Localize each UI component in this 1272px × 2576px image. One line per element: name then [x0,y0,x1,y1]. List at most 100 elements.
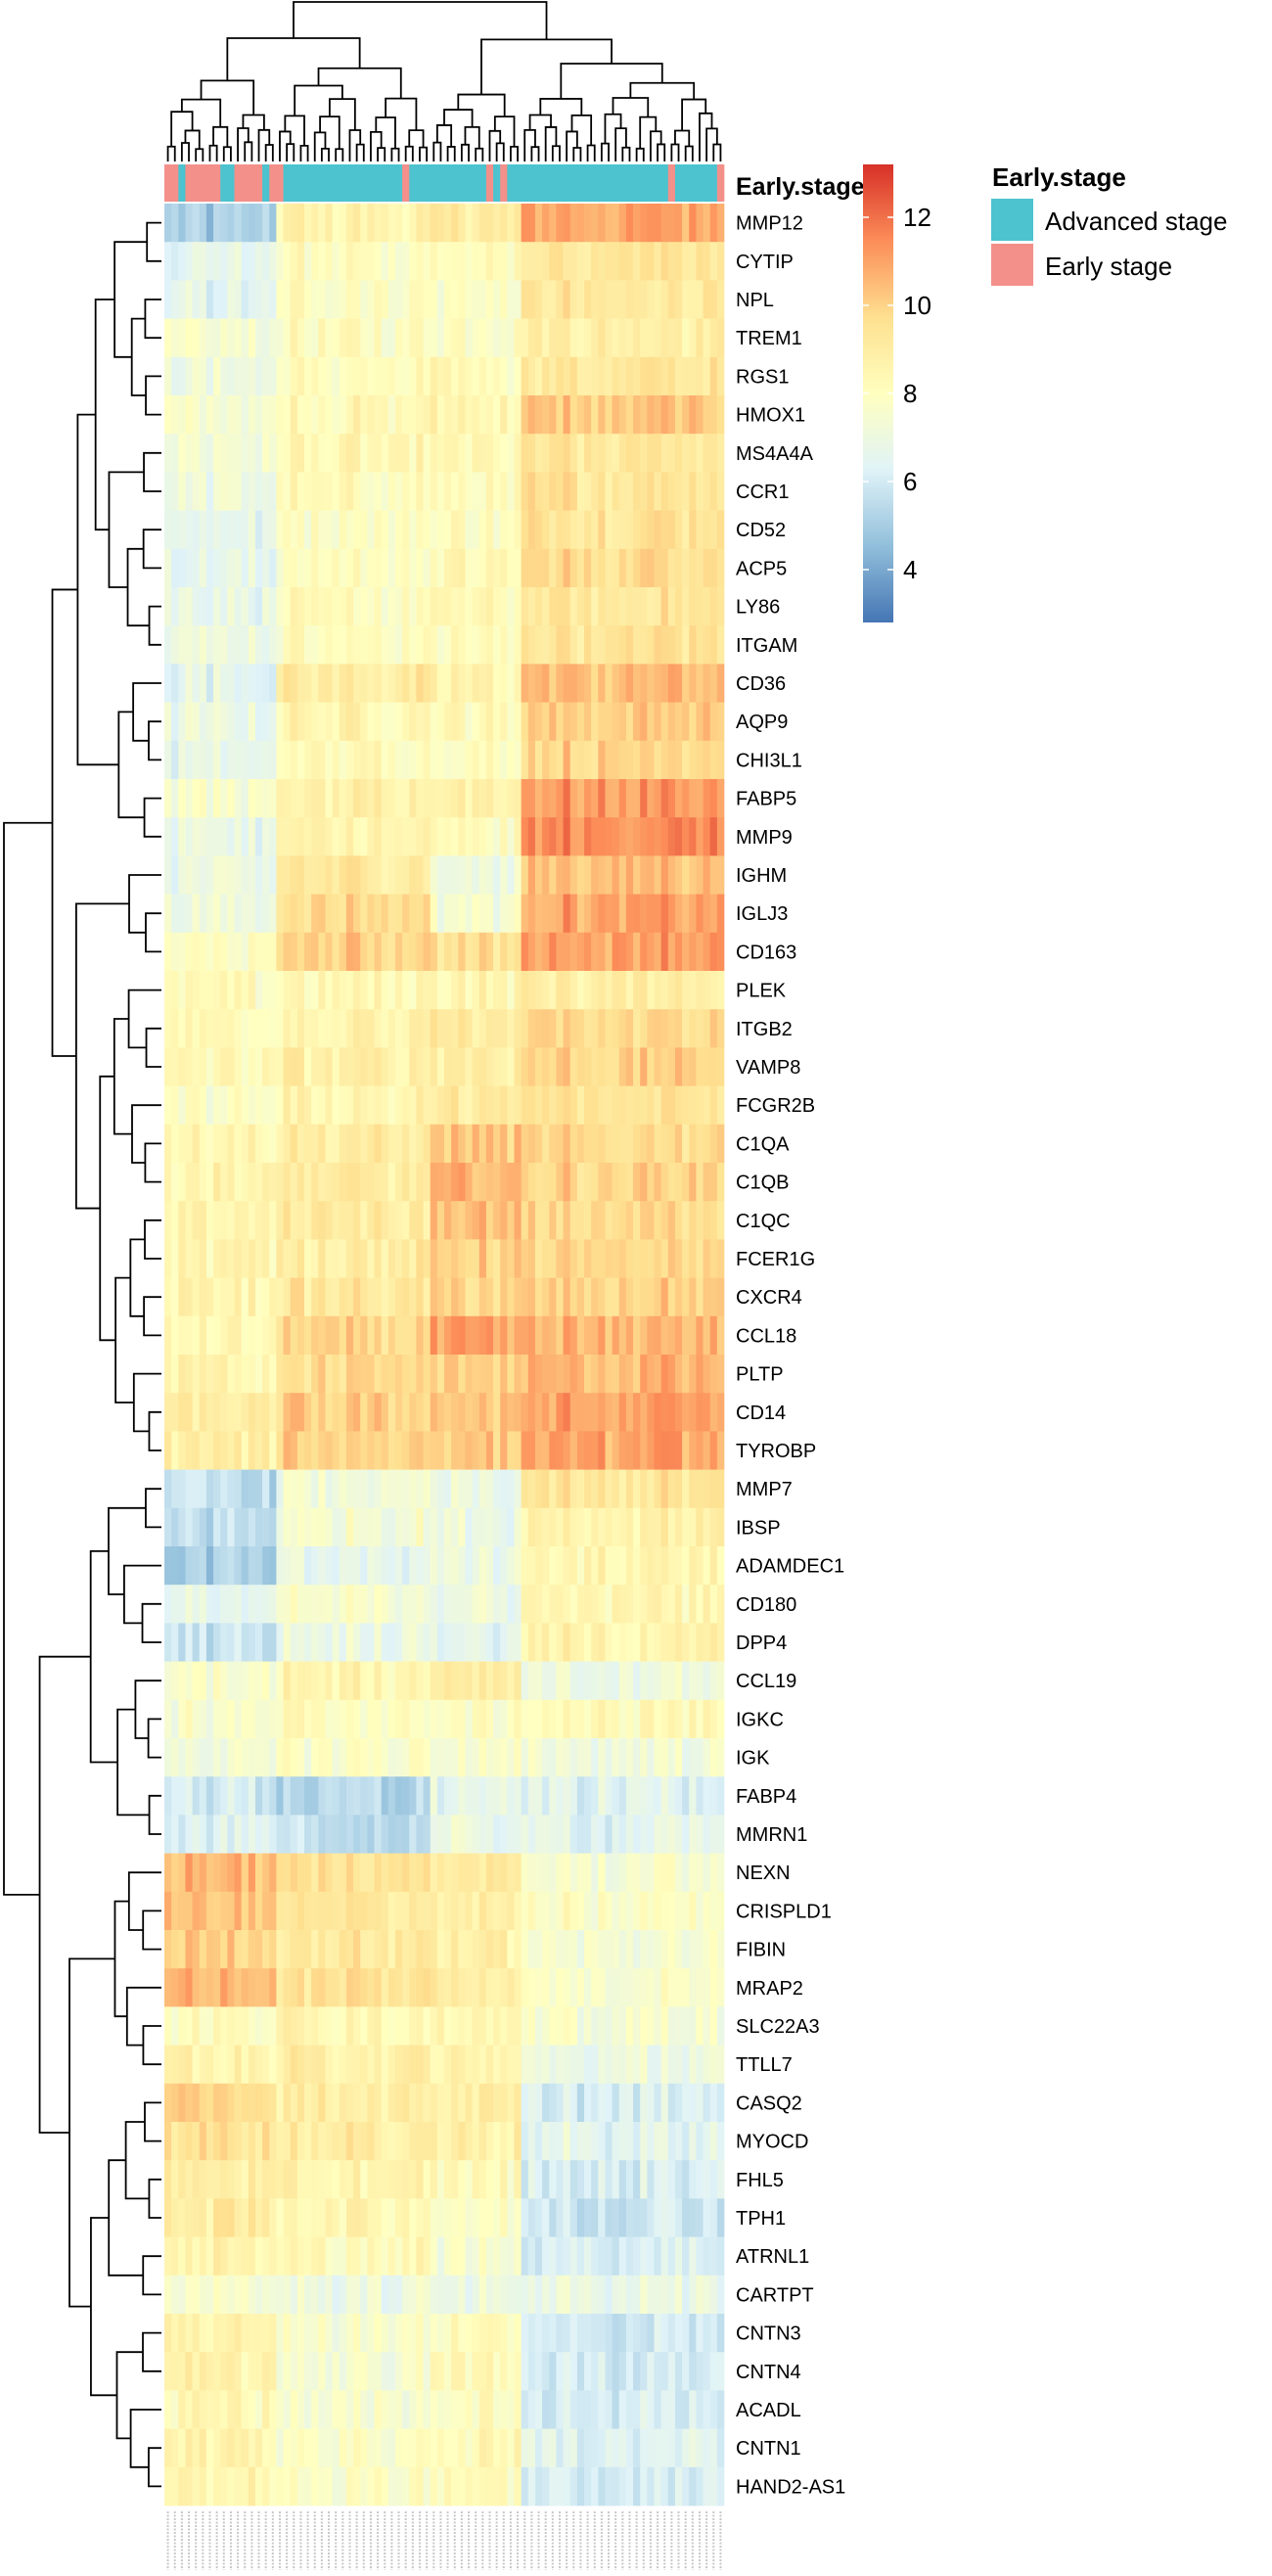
heatmap-cell [647,1393,655,1432]
heatmap-cell [325,204,333,243]
heatmap-cell [213,779,221,818]
heatmap-cell [521,1124,529,1164]
heatmap-cell [458,280,466,319]
heatmap-cell [387,1815,396,1854]
heatmap-cell [374,2275,382,2315]
heatmap-cell [507,2390,515,2429]
heatmap-cell [451,548,459,588]
heatmap-cell [640,1699,648,1739]
heatmap-cell [534,817,543,856]
heatmap-cell [556,2160,564,2199]
heatmap-cell [654,1469,661,1509]
heatmap-cell [569,1853,578,1893]
heatmap-cell [605,1546,613,1586]
heatmap-cell [213,2198,221,2237]
heatmap-cell [227,1355,235,1394]
heatmap-cell [409,1968,417,2007]
heatmap-cell [696,2428,704,2468]
heatmap-cell [234,1355,242,1394]
heatmap-cell [563,971,571,1010]
heatmap-cell [332,1355,341,1394]
heatmap-cell [703,2160,711,2199]
heatmap-cell [549,1546,557,1586]
heatmap-cell [416,1776,424,1816]
heatmap-cell [387,1546,396,1586]
heatmap-cell [304,1393,312,1432]
heatmap-cell [647,2275,655,2315]
heatmap-cell [716,1085,725,1126]
heatmap-cell [472,204,480,243]
heatmap-cell [716,1546,725,1586]
heatmap-cell [521,2122,529,2161]
heatmap-cell [269,1738,277,1777]
heatmap-cell [682,625,690,665]
dendrogram-branch [629,81,696,100]
heatmap-cell [605,2428,613,2468]
heatmap-cell [640,702,648,742]
heatmap-cell [296,1699,305,1739]
heatmap-cell [290,1853,298,1893]
heatmap-cell [674,2314,683,2353]
heatmap-cell [430,395,438,435]
heatmap-cell [430,242,438,281]
heatmap-cell [234,2352,242,2391]
heatmap-cell [478,2198,487,2237]
heatmap-cell [591,1355,599,1394]
heatmap-cell [640,894,648,934]
heatmap-cell [709,1930,718,1969]
heatmap-cell [465,2275,473,2315]
heatmap-cell [633,280,641,319]
heatmap-cell [374,932,382,972]
heatmap-cell [269,1507,277,1547]
heatmap-cell [276,1277,284,1317]
heatmap-cell [178,855,186,895]
heatmap-cell [374,1201,382,1240]
heatmap-cell [674,1891,683,1931]
heatmap-cell [199,1968,207,2007]
heatmap-cell [164,204,172,243]
heatmap-cell [696,1085,704,1126]
heatmap-cell [234,2466,242,2507]
heatmap-cell [269,971,277,1010]
heatmap-cell [276,817,284,856]
heatmap-cell [549,1431,557,1470]
heatmap-cell [507,1009,515,1048]
heatmap-cell [374,1546,382,1586]
heatmap-cell [241,2352,250,2391]
heatmap-cell [576,2390,585,2429]
heatmap-cell [576,625,585,665]
heatmap-cell [625,242,634,281]
heatmap-cell [709,2045,718,2085]
heatmap-cell [667,280,676,319]
heatmap-cell [576,1815,585,1854]
heatmap-cell [409,472,417,511]
heatmap-cell [521,2045,529,2085]
heatmap-cell [709,1431,718,1470]
heatmap-cell [345,1738,354,1777]
heatmap-cell [472,664,480,703]
heatmap-cell [465,2428,473,2468]
heatmap-cell [345,2466,354,2507]
heatmap-cell [276,395,284,435]
heatmap-cell [430,2198,438,2237]
heatmap-cell [345,1163,354,1202]
heatmap-cell [549,280,557,319]
heatmap-cell [409,1009,417,1048]
heatmap-cell [640,2314,648,2353]
dendrogram-branch [145,1027,161,1068]
heatmap-cell [374,855,382,895]
heatmap-cell [269,2314,277,2353]
heatmap-cell [514,1085,522,1126]
heatmap-cell [507,395,515,435]
heatmap-cell [269,1047,277,1086]
heatmap-cell [563,587,571,626]
heatmap-cell [654,1507,661,1547]
heatmap-cell [436,356,445,396]
heatmap-cell [290,1355,298,1394]
heatmap-cell [192,1163,201,1202]
heatmap-cell [549,1815,557,1854]
heatmap-cell [227,1431,235,1470]
heatmap-cell [696,1315,704,1356]
heatmap-cell [436,779,445,818]
heatmap-cell [234,2006,242,2046]
